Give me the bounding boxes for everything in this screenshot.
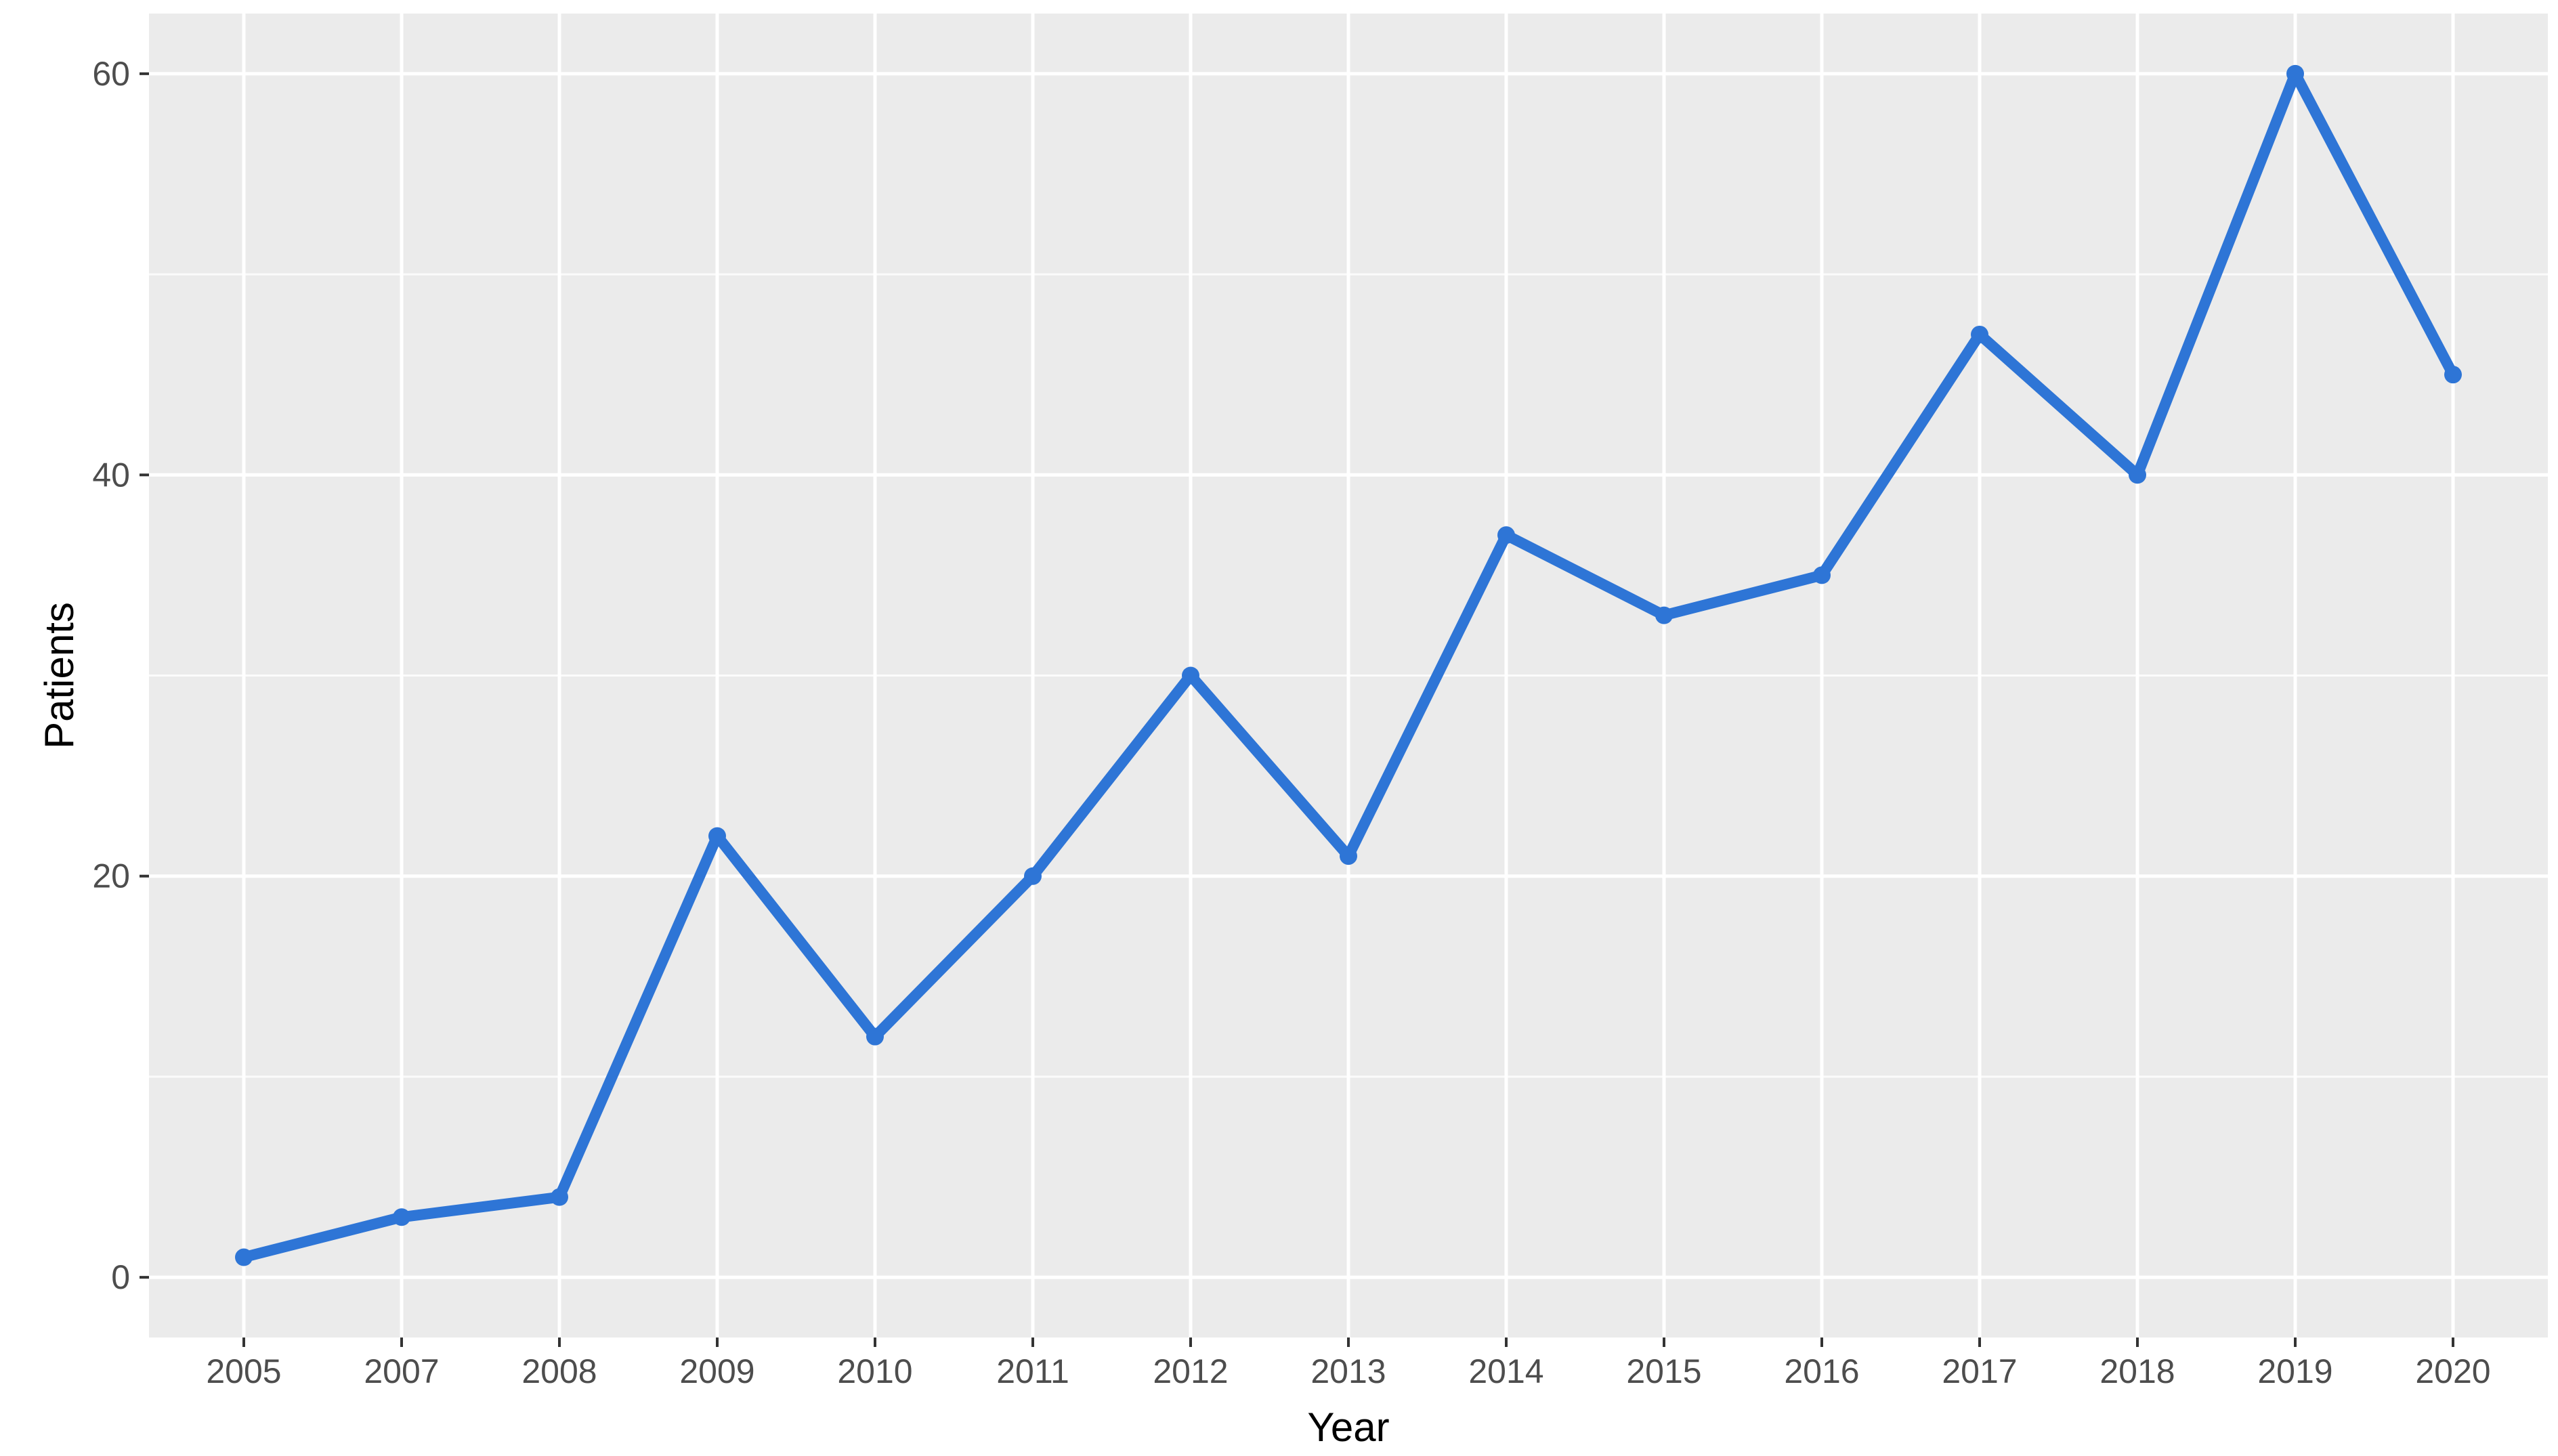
data-point-2020: [2444, 366, 2462, 384]
x-tick-label: 2015: [1626, 1352, 1701, 1390]
grid-layer: [149, 14, 2548, 1337]
data-point-2009: [708, 827, 726, 845]
x-tick-label: 2018: [2099, 1352, 2175, 1390]
y-tick-label: 0: [111, 1258, 130, 1296]
x-tick-label: 2019: [2257, 1352, 2332, 1390]
data-point-2019: [2286, 64, 2304, 83]
x-tick-label: 2010: [837, 1352, 912, 1390]
x-tick-label: 2016: [1784, 1352, 1859, 1390]
data-point-2013: [1340, 847, 1357, 865]
data-point-2014: [1497, 526, 1515, 544]
axis-ticks-layer: [140, 72, 2454, 1347]
x-tick-label: 2012: [1153, 1352, 1228, 1390]
x-tick-label: 2013: [1310, 1352, 1386, 1390]
x-tick-label: 2011: [996, 1352, 1069, 1390]
y-tick-label: 40: [92, 456, 130, 494]
x-tick-label: 2009: [679, 1352, 754, 1390]
y-tick-label: 60: [92, 55, 130, 93]
data-point-2011: [1024, 867, 1042, 885]
x-axis-title: Year: [1307, 1405, 1389, 1450]
series-layer: [235, 64, 2462, 1266]
x-tick-label: 2014: [1468, 1352, 1543, 1390]
label-layer: 0 20 40 60 2005 2007 2008 2009 2010 2011 2012 2013 2…: [92, 55, 2490, 1390]
data-point-2007: [393, 1208, 410, 1226]
y-tick-label: 20: [92, 857, 130, 895]
x-tick-label: 2020: [2415, 1352, 2490, 1390]
data-point-2017: [1971, 325, 1988, 343]
data-point-2008: [551, 1188, 568, 1206]
data-point-2016: [1813, 566, 1831, 584]
x-tick-label: 2007: [364, 1352, 439, 1390]
x-tick-label: 2008: [521, 1352, 597, 1390]
x-tick-label: 2017: [1942, 1352, 2017, 1390]
x-tick-label: 2005: [206, 1352, 281, 1390]
data-point-2012: [1182, 666, 1199, 685]
data-point-2010: [866, 1027, 884, 1046]
data-point-2018: [2129, 466, 2146, 484]
y-axis-title: Patients: [37, 602, 82, 749]
data-point-2005: [235, 1248, 253, 1266]
data-point-2015: [1655, 606, 1673, 624]
